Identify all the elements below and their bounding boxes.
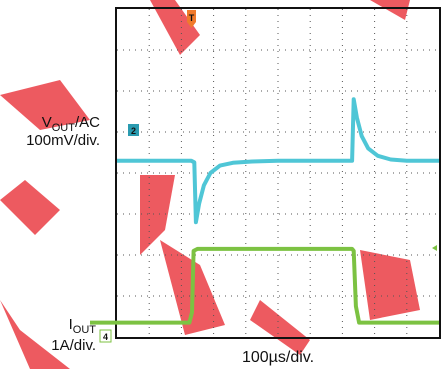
grid — [117, 9, 439, 337]
ch4-scale-label: 1A/div. — [51, 337, 96, 354]
trace-vout — [117, 97, 439, 225]
channel-4-marker: 4 — [99, 329, 112, 343]
channel-2-marker-label: 2 — [131, 126, 136, 136]
ch2-ylabel-sub: OUT — [52, 122, 76, 134]
ch4-ylabel-sub: OUT — [73, 324, 97, 336]
channel-4-marker-label: 4 — [103, 332, 108, 342]
ch4-ylabel-main: I — [69, 316, 73, 333]
trace-iout — [90, 246, 439, 325]
x-axis-label: 100µs/div. — [242, 349, 314, 366]
ch4-ylabel: IOUT — [69, 316, 97, 336]
ch2-ylabel-suffix: /AC — [75, 114, 100, 131]
trigger-marker: T — [187, 10, 196, 28]
ch2-ylabel-main: V — [42, 114, 52, 131]
trigger-marker-label: T — [189, 13, 195, 23]
ch2-scale-label: 100mV/div. — [26, 132, 100, 149]
plot-frame — [115, 7, 441, 339]
channel-2-marker: 2 — [128, 124, 139, 136]
traces — [90, 97, 439, 325]
ch4-reference-arrow-icon — [432, 245, 437, 251]
ch2-ylabel: VOUT/AC — [42, 114, 100, 134]
